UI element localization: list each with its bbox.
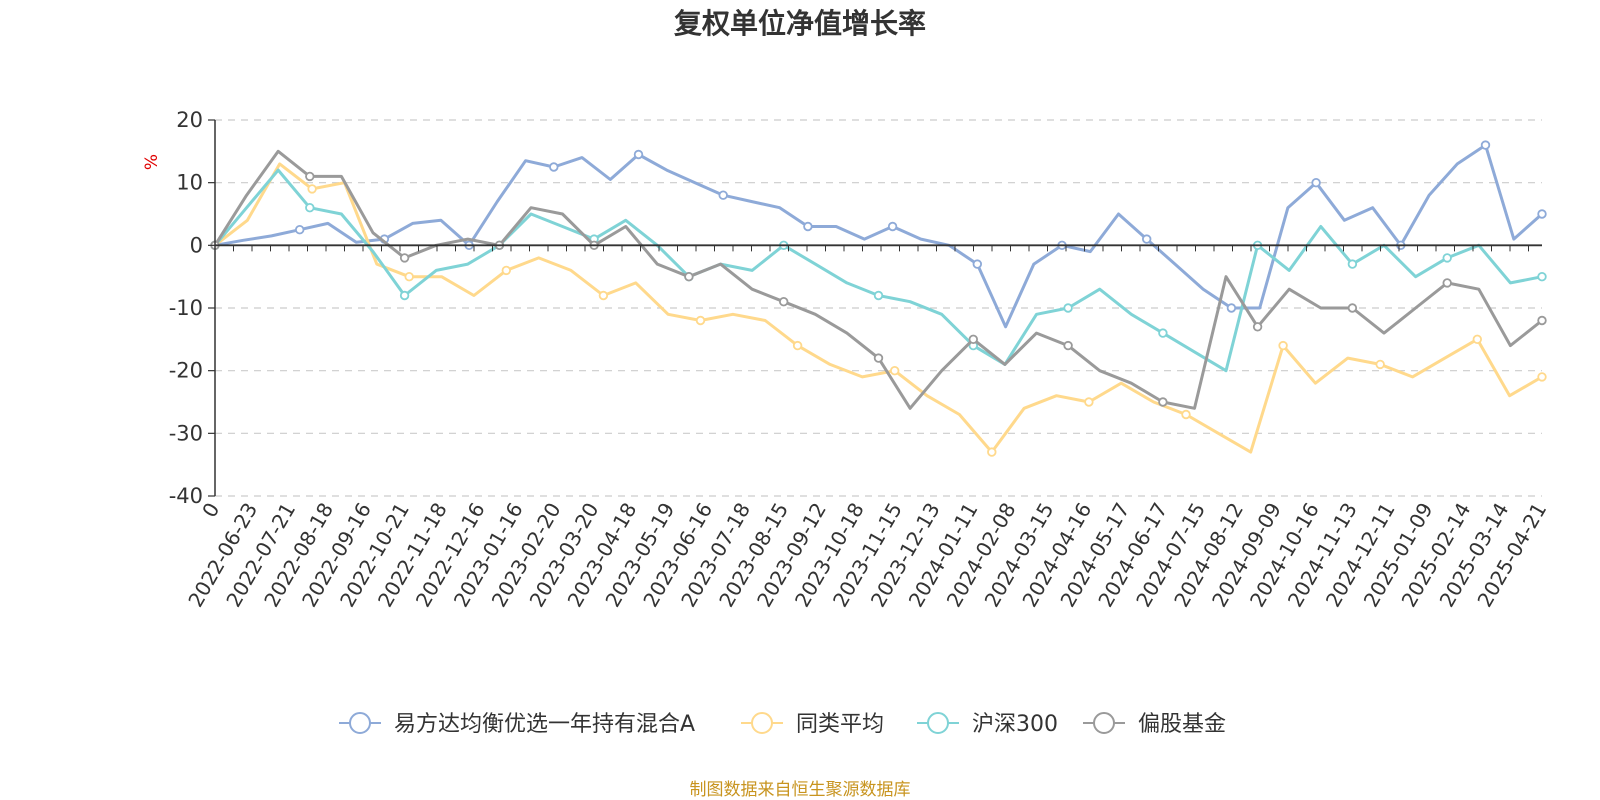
legend-label: 同类平均 xyxy=(796,712,884,737)
series-point xyxy=(987,447,997,457)
series-line xyxy=(213,149,1543,410)
series-point xyxy=(1311,177,1321,188)
legend-label: 易方达均衡优选一年持有混合A xyxy=(394,712,695,737)
series-point xyxy=(779,297,789,307)
series-point xyxy=(1252,322,1263,332)
series-point xyxy=(399,290,410,301)
y-tick-label: -30 xyxy=(169,421,203,445)
series-line xyxy=(214,162,1543,454)
legend-label: 偏股基金 xyxy=(1138,712,1226,737)
series-point xyxy=(1537,272,1547,282)
series-point xyxy=(1480,140,1491,150)
series-point xyxy=(1347,259,1358,269)
series-point xyxy=(803,221,813,232)
series-lines xyxy=(210,140,1547,457)
series-point xyxy=(1158,328,1168,338)
y-axis-unit: % xyxy=(142,154,162,170)
legend-item[interactable]: 沪深300 xyxy=(917,712,1058,737)
series-point xyxy=(399,253,410,263)
series-point xyxy=(1141,234,1152,244)
legend-label: 沪深300 xyxy=(972,712,1058,737)
legend-item[interactable]: 偏股基金 xyxy=(1083,712,1226,737)
series-line xyxy=(213,168,1543,373)
series-point xyxy=(1181,409,1191,420)
series-point xyxy=(307,184,317,194)
series-point xyxy=(305,171,315,182)
y-tick-label: -40 xyxy=(169,484,203,508)
series-point xyxy=(1158,397,1168,407)
x-tick-label: 0 xyxy=(197,499,224,522)
y-tick-label: 20 xyxy=(176,108,203,132)
series-point xyxy=(1226,303,1237,313)
series-point xyxy=(295,224,305,235)
series-point xyxy=(1347,303,1358,313)
series-point xyxy=(695,315,706,326)
series-line xyxy=(214,143,1543,329)
y-tick-label: 10 xyxy=(176,171,203,195)
y-tick-label: -20 xyxy=(169,359,203,383)
legend-marker xyxy=(1093,712,1115,734)
series-point xyxy=(549,162,559,172)
series-point xyxy=(968,334,978,344)
legend-marker xyxy=(349,712,371,734)
series-point xyxy=(890,366,900,376)
y-tick-label: -10 xyxy=(169,296,203,320)
series-point xyxy=(1084,397,1094,407)
series-point xyxy=(684,272,694,282)
chart-title: 复权单位净值增长率 xyxy=(674,7,926,40)
series-point xyxy=(1442,253,1452,263)
legend-marker xyxy=(751,712,773,734)
series-point xyxy=(1375,359,1385,370)
series-point xyxy=(1537,372,1547,382)
series-point xyxy=(887,221,898,232)
series-point xyxy=(718,190,728,200)
series-point xyxy=(792,340,803,351)
series-point xyxy=(1278,340,1288,351)
series-point xyxy=(873,353,884,363)
grid xyxy=(215,119,1542,497)
series-point xyxy=(972,259,982,269)
series-point xyxy=(1537,209,1547,219)
legend-item[interactable]: 同类平均 xyxy=(741,712,884,737)
series-point xyxy=(873,290,884,301)
series-point xyxy=(305,202,315,213)
series-point xyxy=(1063,303,1073,313)
series-point xyxy=(598,290,609,301)
source-note: 制图数据来自恒生聚源数据库 xyxy=(690,780,911,800)
series-point xyxy=(1472,334,1482,344)
legend-marker xyxy=(927,712,949,734)
legend-item[interactable]: 易方达均衡优选一年持有混合A xyxy=(339,712,695,737)
legend[interactable]: 易方达均衡优选一年持有混合A 同类平均 沪深300 偏股基金 xyxy=(339,712,1226,737)
series-point xyxy=(1537,315,1547,326)
series-point xyxy=(501,265,511,276)
series-point xyxy=(1442,278,1452,288)
series-point xyxy=(633,149,644,160)
series-point xyxy=(1063,340,1073,351)
series-point xyxy=(404,272,414,282)
y-tick-label: 0 xyxy=(190,233,203,257)
